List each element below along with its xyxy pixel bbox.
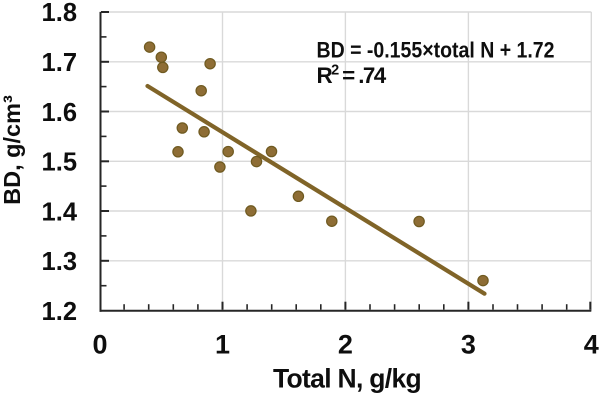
svg-text:2: 2	[338, 330, 353, 360]
svg-text:1.6: 1.6	[42, 99, 77, 127]
svg-text:0: 0	[92, 330, 107, 360]
svg-text:1.8: 1.8	[42, 0, 77, 27]
svg-text:1.7: 1.7	[42, 49, 77, 77]
svg-text:1.2: 1.2	[42, 298, 77, 326]
svg-text:1.4: 1.4	[42, 198, 78, 226]
svg-text:R2 = .74: R2 = .74	[317, 63, 387, 89]
svg-text:1.3: 1.3	[42, 248, 77, 276]
svg-text:3: 3	[461, 330, 476, 360]
svg-text:BD, g/cm³: BD, g/cm³	[0, 95, 25, 205]
svg-text:BD = -0.155×total N + 1.72: BD = -0.155×total N + 1.72	[317, 37, 555, 62]
svg-text:4: 4	[584, 330, 599, 360]
svg-text:1: 1	[215, 330, 230, 360]
svg-text:1.5: 1.5	[42, 149, 77, 177]
svg-text:Total N, g/kg: Total N, g/kg	[273, 364, 421, 394]
